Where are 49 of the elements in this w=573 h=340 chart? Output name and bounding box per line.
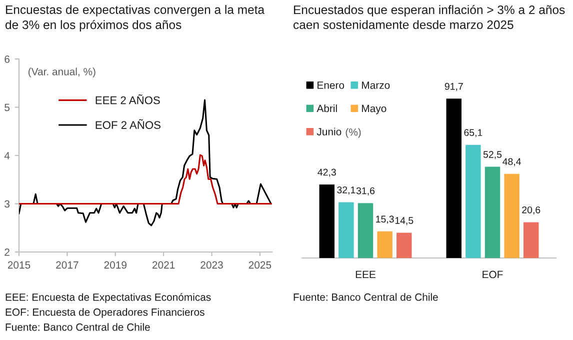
data-label: 14,5 — [395, 217, 414, 226]
x-tick-label: 2017 — [56, 261, 78, 269]
data-label: 31,6 — [356, 187, 375, 196]
bar — [396, 232, 412, 258]
y-tick-label: 6 — [4, 56, 10, 63]
y-tick-label: 2 — [4, 248, 10, 256]
data-label: 48,4 — [502, 158, 521, 166]
y-tick-label: 5 — [4, 104, 10, 112]
bar — [466, 144, 481, 258]
bar — [504, 174, 520, 258]
bar — [484, 166, 500, 258]
data-label: 91,7 — [444, 82, 463, 91]
legend-label: Enero — [318, 82, 344, 89]
bar — [377, 231, 392, 258]
bar — [523, 222, 539, 258]
data-label: 20,6 — [522, 206, 540, 214]
line-series — [19, 154, 272, 205]
y-tick-label: 4 — [4, 152, 10, 160]
y-tick-label: 3 — [4, 200, 10, 208]
annotation: (Var. anual, %) — [28, 68, 96, 78]
data-label: 15,3 — [376, 216, 394, 224]
legend-label: EEE 2 AÑOS — [96, 94, 160, 104]
source-note: Fuente: Banco Central de Chile — [6, 323, 150, 331]
source-note: Fuente: Banco Central de Chile — [294, 293, 438, 301]
legend-label: Junio — [316, 128, 342, 136]
chart-title: Encuestados que esperan inflación > 3% a 2 años caen sostenidamente desde marzo 2025 — [294, 5, 565, 30]
x-tick-label: 2015 — [8, 261, 30, 269]
x-tick-label: EEE — [356, 270, 376, 278]
annotation: (%) — [346, 128, 361, 138]
bar — [319, 184, 335, 258]
text: EOF: Encuesta de Operadores Financieros — [6, 308, 204, 318]
legend-label: Abril — [316, 104, 337, 112]
x-tick-label: 2025 — [248, 261, 272, 269]
x-tick-label: EOF — [482, 270, 503, 278]
legend-label: EOF 2 AÑOS — [96, 119, 160, 129]
x-tick-label: 2019 — [104, 261, 126, 269]
x-tick-label: 2021 — [152, 261, 175, 269]
x-tick-label: 2023 — [200, 261, 223, 269]
legend-label: Marzo — [362, 82, 390, 89]
data-label: 65,1 — [464, 129, 482, 138]
bar — [358, 203, 374, 258]
data-label: 42,3 — [318, 168, 336, 177]
bar — [446, 98, 462, 258]
data-label: 52,5 — [483, 151, 502, 160]
legend-label: Mayo — [362, 104, 386, 114]
bar — [338, 202, 354, 258]
text: EEE: Encuesta de Expectativas Económicas — [6, 293, 211, 303]
data-label: 32,1 — [337, 186, 356, 195]
chart-title: Encuestas de expectativas convergen a la meta de 3% en los próximos dos años — [6, 5, 265, 32]
